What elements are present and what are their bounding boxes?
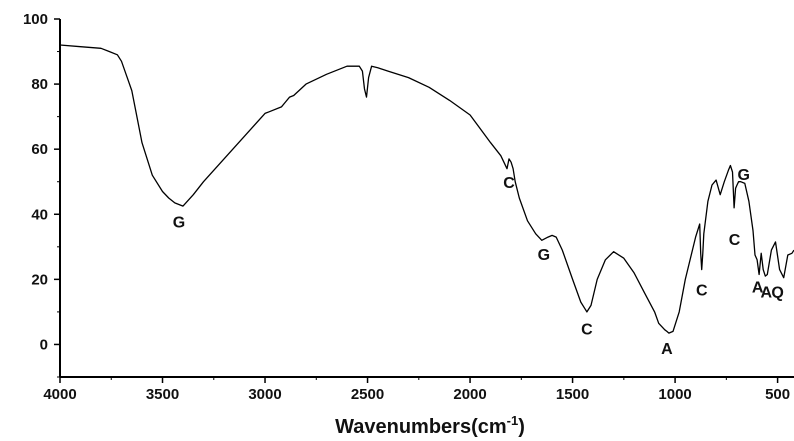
peak-label: A <box>661 341 673 358</box>
peak-label: C <box>581 322 593 339</box>
peak-label: A <box>761 284 773 301</box>
x-tick-label: 2000 <box>453 386 486 403</box>
peak-label: A <box>752 279 764 296</box>
x-tick-label: 2500 <box>351 386 384 403</box>
x-tick-label: 500 <box>765 386 790 403</box>
x-tick-label: 4000 <box>43 386 76 403</box>
y-tick-label: 80 <box>31 76 48 93</box>
x-axis-title-superscript: -1 <box>507 413 519 428</box>
y-tick-label: 100 <box>23 11 48 28</box>
peak-label: C <box>696 283 708 300</box>
peak-label: G <box>538 247 550 264</box>
x-tick-label: 1000 <box>658 386 691 403</box>
peak-label: G <box>173 214 185 231</box>
peak-label: Q <box>771 284 783 301</box>
y-tick-label: 20 <box>31 271 48 288</box>
peak-label: C <box>503 175 515 192</box>
axes: 4000 3500 3000 2500 2000 1500 1000 500 0 20 40 60 80… <box>23 11 794 403</box>
peak-label: G <box>738 167 750 184</box>
x-axis-title: Wavenumbers(cm-1) <box>335 413 525 438</box>
x-axis-title-close: ) <box>518 416 525 438</box>
x-tick-label: 3000 <box>248 386 281 403</box>
peak-label: C <box>729 232 741 249</box>
y-tick-label: 0 <box>40 336 48 353</box>
y-tick-label: 60 <box>31 141 48 158</box>
x-tick-label: 3500 <box>146 386 179 403</box>
x-tick-label: 1500 <box>556 386 589 403</box>
spectrum-line <box>59 44 794 334</box>
y-tick-label: 40 <box>31 206 48 223</box>
